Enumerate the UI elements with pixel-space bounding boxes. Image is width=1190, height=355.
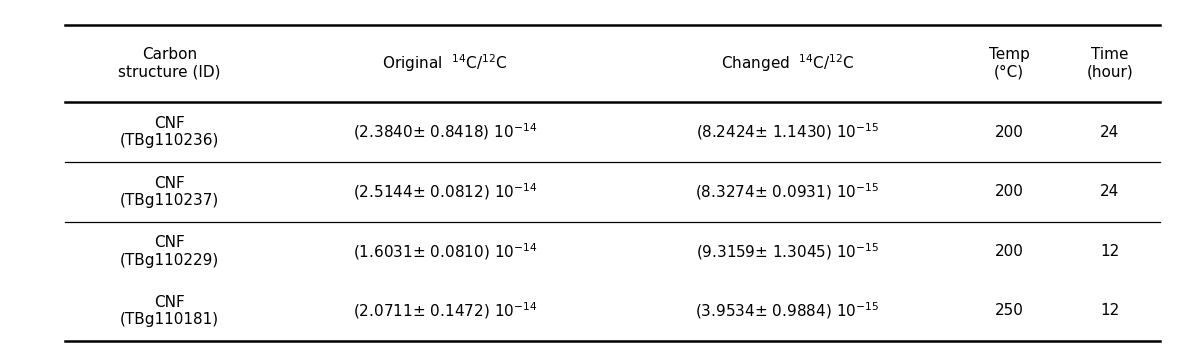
Text: Time
(hour): Time (hour) xyxy=(1086,47,1133,80)
Text: 24: 24 xyxy=(1101,184,1120,199)
Text: (1.6031± 0.0810) 10$^{-14}$: (1.6031± 0.0810) 10$^{-14}$ xyxy=(352,241,537,262)
Text: (3.9534± 0.9884) 10$^{-15}$: (3.9534± 0.9884) 10$^{-15}$ xyxy=(695,301,879,321)
Text: 200: 200 xyxy=(995,184,1023,199)
Text: CNF
(TBg110236): CNF (TBg110236) xyxy=(120,116,219,148)
Text: (9.3159± 1.3045) 10$^{-15}$: (9.3159± 1.3045) 10$^{-15}$ xyxy=(696,241,879,262)
Text: 250: 250 xyxy=(995,304,1023,318)
Text: Temp
(°C): Temp (°C) xyxy=(989,47,1029,80)
Text: (2.3840± 0.8418) 10$^{-14}$: (2.3840± 0.8418) 10$^{-14}$ xyxy=(353,122,537,142)
Text: CNF
(TBg110181): CNF (TBg110181) xyxy=(120,295,219,327)
Text: 12: 12 xyxy=(1101,304,1120,318)
Text: 24: 24 xyxy=(1101,125,1120,140)
Text: Changed  $^{14}$C/$^{12}$C: Changed $^{14}$C/$^{12}$C xyxy=(721,53,854,75)
Text: 200: 200 xyxy=(995,125,1023,140)
Text: 12: 12 xyxy=(1101,244,1120,259)
Text: 200: 200 xyxy=(995,244,1023,259)
Text: Original  $^{14}$C/$^{12}$C: Original $^{14}$C/$^{12}$C xyxy=(382,53,508,75)
Text: Carbon
structure (ID): Carbon structure (ID) xyxy=(118,47,221,80)
Text: (8.3274± 0.0931) 10$^{-15}$: (8.3274± 0.0931) 10$^{-15}$ xyxy=(695,181,879,202)
Text: (8.2424± 1.1430) 10$^{-15}$: (8.2424± 1.1430) 10$^{-15}$ xyxy=(696,122,879,142)
Text: CNF
(TBg110229): CNF (TBg110229) xyxy=(120,235,219,268)
Text: CNF
(TBg110237): CNF (TBg110237) xyxy=(120,175,219,208)
Text: (2.5144± 0.0812) 10$^{-14}$: (2.5144± 0.0812) 10$^{-14}$ xyxy=(352,181,537,202)
Text: (2.0711± 0.1472) 10$^{-14}$: (2.0711± 0.1472) 10$^{-14}$ xyxy=(352,301,537,321)
